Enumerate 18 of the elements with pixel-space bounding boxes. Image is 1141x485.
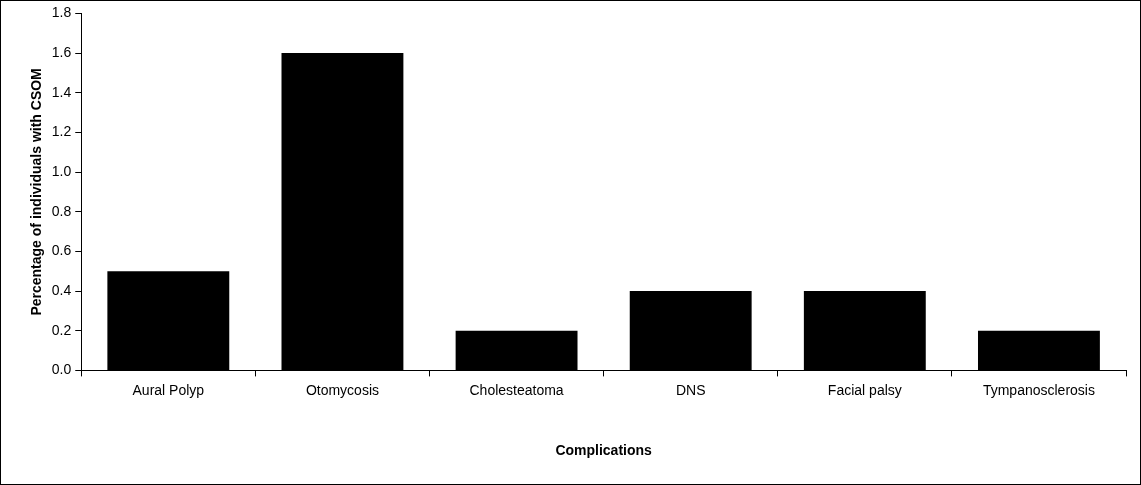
y-tick-label: 0.2: [51, 321, 72, 338]
x-tick-label: Cholesteatoma: [469, 381, 564, 398]
y-tick-label: 0.8: [51, 202, 72, 219]
y-tick-label: 1.4: [51, 83, 72, 100]
x-tick-label: Aural Polyp: [132, 381, 205, 398]
y-tick-label: 0.6: [51, 242, 72, 259]
x-tick-label: Facial palsy: [827, 381, 902, 398]
y-tick-label: 0.0: [51, 361, 72, 378]
x-tick-label: Tympanosclerosis: [982, 381, 1095, 398]
y-axis-title: Percentage of individuals with CSOM: [28, 68, 45, 316]
y-tick-label: 1.6: [51, 43, 72, 60]
y-tick-label: 1.2: [51, 123, 72, 140]
y-tick-label: 0.4: [51, 281, 72, 298]
y-tick-label: 1.8: [51, 4, 72, 21]
x-tick-label: Otomycosis: [305, 381, 380, 398]
x-axis-title: Complications: [555, 442, 653, 459]
y-tick-label: 1.0: [51, 162, 72, 179]
x-tick-label: DNS: [675, 381, 706, 398]
